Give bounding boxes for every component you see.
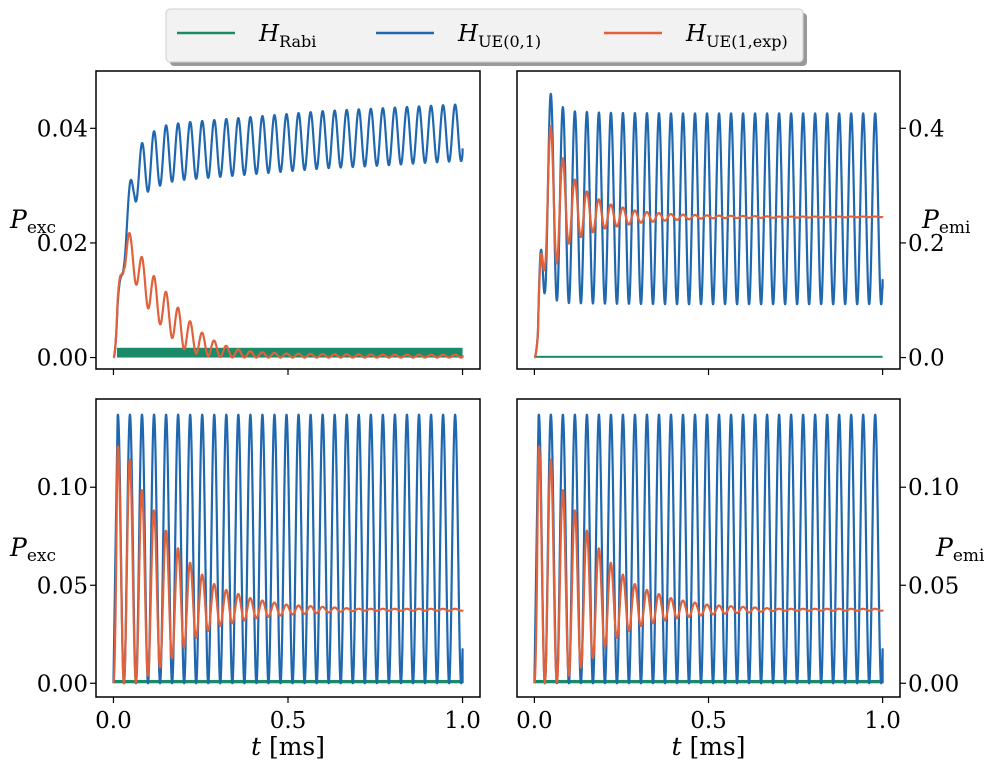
- series-1-line: [533, 413, 884, 685]
- y-tick-label: 0.10: [908, 475, 959, 501]
- plot-area: [112, 413, 464, 685]
- y-axis-label: Pexc: [9, 533, 56, 566]
- series-1-line: [112, 103, 464, 359]
- panel-bottom-right: 0.00 0.05 0.10 0.0 0.5 1.0 Pemi t [ms]: [516, 398, 985, 761]
- legend-entry-ue1exp: HUE(1,exp): [604, 21, 788, 51]
- y-tick-label: 0.00: [908, 671, 959, 697]
- x-tick-label: 0.0: [516, 708, 553, 734]
- y-axis-label: Pemi: [935, 533, 985, 566]
- panel-bottom-left: 0.00 0.05 0.10 0.0 0.5 1.0 Pexc t [ms]: [9, 398, 481, 761]
- series-1-line: [112, 413, 464, 685]
- series-0-rabi-band: [534, 679, 883, 684]
- x-tick-label: 1.0: [864, 708, 901, 734]
- legend-label-rabi: HRabi: [258, 21, 316, 51]
- plot-area: [533, 413, 884, 685]
- legend-entry-ue01: HUE(0,1): [376, 21, 541, 51]
- x-tick-label: 0.0: [95, 708, 132, 734]
- series-0-rabi-band: [113, 679, 463, 684]
- plot-area: [533, 92, 884, 359]
- y-tick-label: 0.2: [908, 231, 945, 257]
- series-0-rabi-band: [534, 355, 883, 358]
- series-2-line: [533, 445, 884, 685]
- series-2-line: [112, 445, 464, 685]
- panel-top-left: 0.00 0.02 0.04 Pexc: [9, 70, 481, 375]
- series-2-line: [533, 125, 884, 359]
- y-tick-label: 0.4: [908, 116, 945, 142]
- y-tick-label: 0.00: [37, 671, 88, 697]
- legend-label-ue1exp: HUE(1,exp): [685, 21, 788, 51]
- x-tick-label: 1.0: [444, 708, 481, 734]
- y-tick-label: 0.04: [37, 116, 88, 142]
- y-axis-label: Pexc: [9, 205, 56, 238]
- y-tick-label: 0.0: [908, 346, 945, 372]
- plot-area: [112, 103, 464, 359]
- legend-label-ue01: HUE(0,1): [457, 21, 541, 51]
- panel-top-right: 0.0 0.2 0.4 Pemi: [516, 70, 971, 375]
- legend-frame: [165, 8, 804, 63]
- y-axis-label: Pemi: [921, 205, 971, 238]
- y-tick-label: 0.05: [908, 573, 959, 599]
- series-1-line: [533, 92, 884, 359]
- y-tick-label: 0.00: [37, 346, 88, 372]
- x-tick-label: 0.5: [690, 708, 727, 734]
- legend: HRabi HUE(0,1) HUE(1,exp): [165, 8, 807, 66]
- y-tick-label: 0.02: [37, 231, 88, 257]
- y-tick-label: 0.05: [37, 573, 88, 599]
- x-tick-label: 0.5: [270, 708, 307, 734]
- x-axis-label: t [ms]: [251, 732, 325, 761]
- series-2-line: [112, 231, 464, 359]
- legend-entry-rabi: HRabi: [177, 21, 316, 51]
- x-axis-label: t [ms]: [671, 732, 745, 761]
- series-0-rabi-band: [116, 347, 463, 358]
- y-tick-label: 0.10: [37, 475, 88, 501]
